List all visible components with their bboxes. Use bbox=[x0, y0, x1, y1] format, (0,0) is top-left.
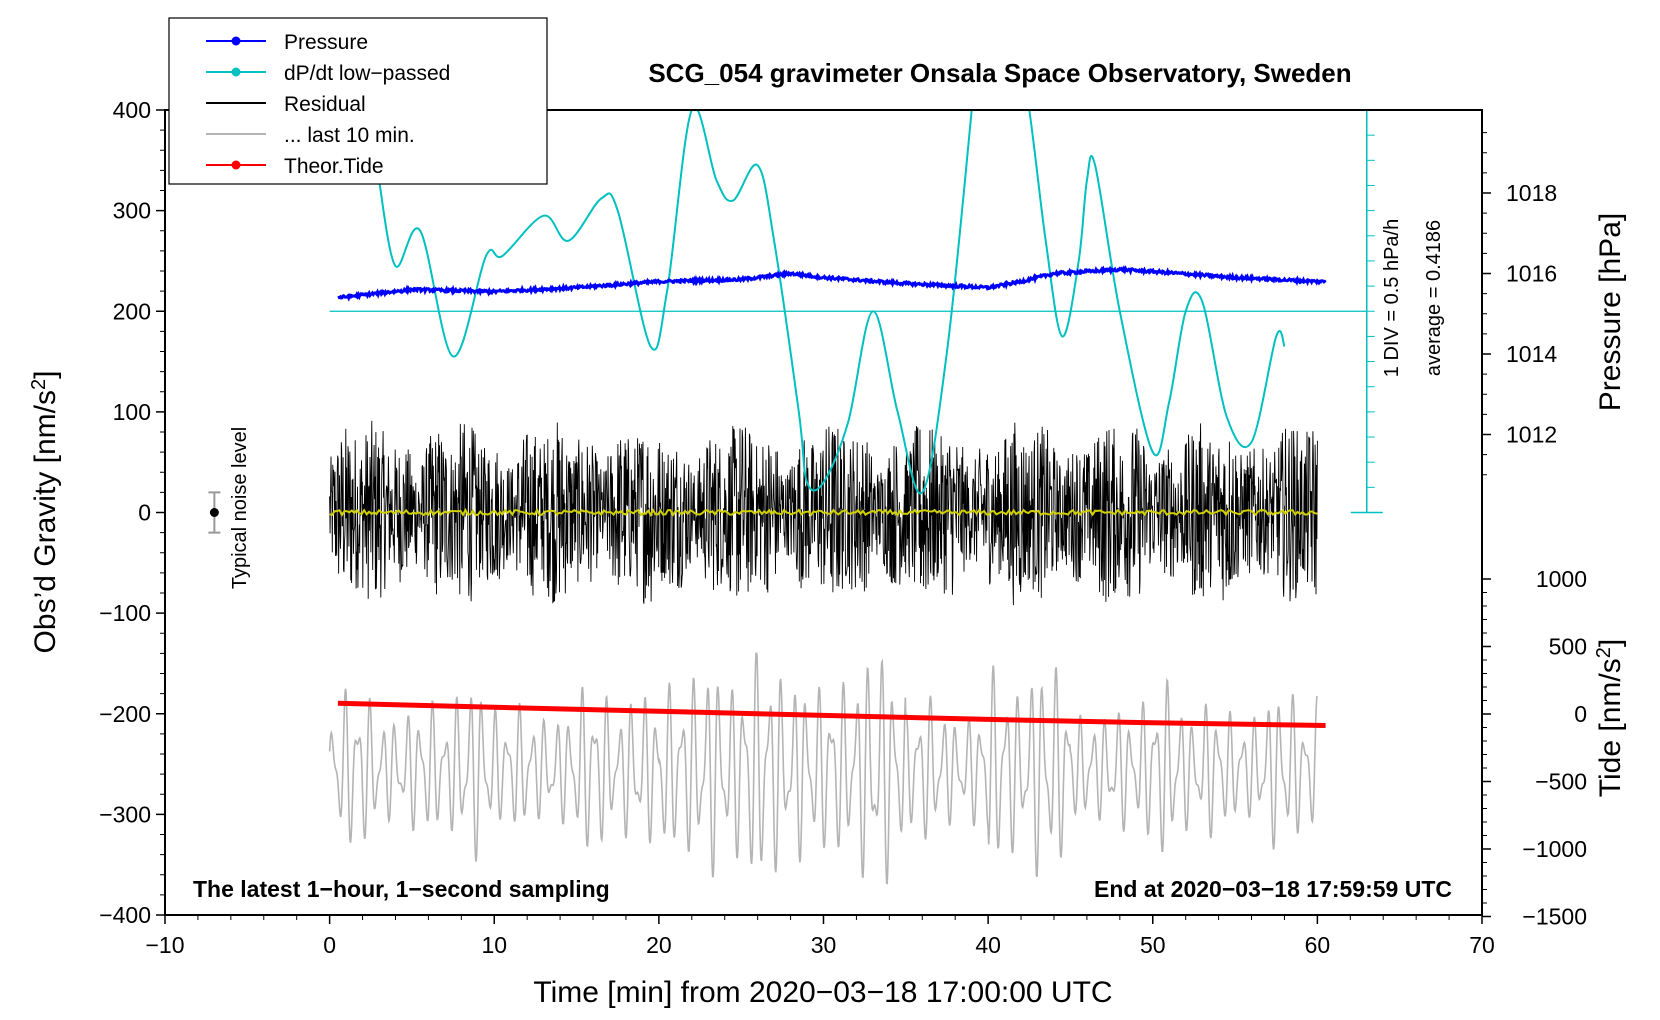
y-left-tick-label: −400 bbox=[99, 902, 151, 928]
axes: −10 0 10 20 30 40 50 60 704003002001000−100−200−… bbox=[99, 97, 1587, 958]
y-pressure-tick-label: 1018 bbox=[1506, 180, 1557, 206]
legend-label: ... last 10 min. bbox=[284, 124, 415, 147]
y-left-tick-label: 300 bbox=[113, 198, 151, 224]
tide-line bbox=[337, 700, 1326, 728]
noise-level-indicator bbox=[208, 491, 221, 534]
x-tick-label: 40 bbox=[975, 932, 1001, 958]
noise-point bbox=[209, 508, 219, 517]
y-tide-tick-label: 500 bbox=[1549, 634, 1587, 660]
tide-series bbox=[337, 700, 1326, 728]
y-left-tick-label: −100 bbox=[99, 600, 151, 626]
y-tide-tick-label: −1000 bbox=[1522, 836, 1587, 862]
y-axis-left-title-main: Obs’d Gravity [nm/s bbox=[29, 390, 62, 653]
y-pressure-tick-label: 1012 bbox=[1506, 422, 1557, 448]
x-tick-label: 70 bbox=[1469, 932, 1495, 958]
y-axis-left-title: Obs’d Gravity [nm/s2] bbox=[28, 371, 62, 654]
y-left-tick-label: 100 bbox=[113, 399, 151, 425]
y-tide-tick-label: −500 bbox=[1535, 769, 1587, 795]
y-axis-tide-title-main: Tide [nm/s bbox=[1594, 658, 1627, 797]
legend-marker bbox=[231, 36, 241, 46]
x-tick-label: 10 bbox=[481, 932, 507, 958]
legend-label: Residual bbox=[284, 93, 366, 116]
note-end-time: End at 2020−03−18 17:59:59 UTC bbox=[1094, 876, 1452, 902]
y-left-tick-label: −300 bbox=[99, 801, 151, 827]
residual-series bbox=[329, 420, 1318, 606]
last-10-min-line bbox=[328, 652, 1319, 885]
x-tick-label: −10 bbox=[145, 932, 184, 958]
y-axis-pressure-title: Pressure [hPa] bbox=[1594, 213, 1627, 411]
dpdt-average-label: average = 0.4186 bbox=[1423, 220, 1445, 376]
x-tick-label: 60 bbox=[1305, 932, 1331, 958]
x-tick-label: 20 bbox=[646, 932, 672, 958]
y-axis-tide-title: Tide [nm/s2] bbox=[1593, 639, 1627, 797]
legend-label: dP/dt low−passed bbox=[284, 62, 450, 85]
legend-label: Theor.Tide bbox=[284, 155, 384, 178]
note-sampling: The latest 1−hour, 1−second sampling bbox=[193, 876, 610, 902]
dpdt-scale-label: 1 DIV = 0.5 hPa/h bbox=[1381, 219, 1403, 377]
legend-marker bbox=[231, 160, 241, 170]
y-left-tick-label: 200 bbox=[113, 298, 151, 324]
residual-line bbox=[329, 420, 1318, 606]
x-axis-title: Time [min] from 2020−03−18 17:00:00 UTC bbox=[533, 976, 1112, 1009]
x-tick-label: 30 bbox=[811, 932, 837, 958]
pressure-series bbox=[337, 264, 1327, 302]
pressure-line bbox=[337, 264, 1327, 302]
legend-marker bbox=[231, 67, 241, 77]
last-10-min-series bbox=[328, 652, 1319, 885]
y-pressure-tick-label: 1014 bbox=[1506, 341, 1557, 367]
y-tide-tick-label: −1500 bbox=[1522, 904, 1587, 930]
y-left-tick-label: 400 bbox=[113, 97, 151, 123]
dpdt-series bbox=[329, 110, 1367, 495]
y-tide-tick-label: 1000 bbox=[1536, 566, 1587, 592]
y-axis-tide-title-sup: 2 bbox=[1593, 647, 1615, 658]
legend-box bbox=[168, 17, 548, 185]
y-axis-left-title-close: ] bbox=[29, 371, 62, 379]
legend: Pressure dP/dt low−passed Residual ... last… bbox=[168, 17, 548, 185]
x-tick-label: 0 bbox=[323, 932, 336, 958]
x-tick-label: 50 bbox=[1140, 932, 1166, 958]
y-tide-tick-label: 0 bbox=[1574, 701, 1587, 727]
dpdt-line bbox=[378, 110, 1286, 495]
y-axis-left-title-sup: 2 bbox=[28, 379, 50, 390]
noise-level-label: Typical noise level bbox=[229, 427, 251, 589]
residual-mean-line bbox=[329, 507, 1318, 518]
y-axis-tide-title-close: ] bbox=[1594, 639, 1627, 647]
y-pressure-tick-label: 1016 bbox=[1506, 261, 1557, 287]
legend-label: Pressure bbox=[284, 31, 368, 54]
y-left-tick-label: −200 bbox=[99, 701, 151, 727]
chart-title: SCG_054 gravimeter Onsala Space Observat… bbox=[648, 58, 1351, 88]
y-left-tick-label: 0 bbox=[138, 500, 151, 526]
